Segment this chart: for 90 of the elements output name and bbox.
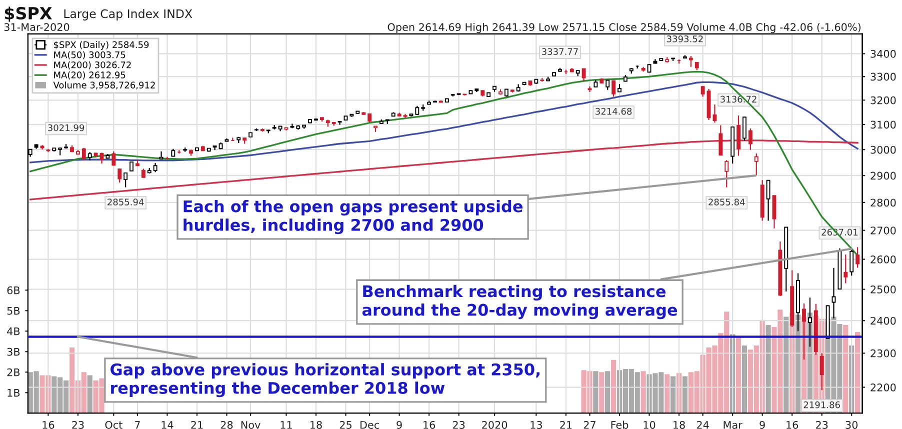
candlestick — [688, 55, 693, 68]
x-tick-label: 16 — [424, 420, 436, 429]
candlestick — [772, 195, 776, 229]
x-tick-label: 16 — [42, 420, 54, 429]
x-tick-label: 21 — [560, 420, 572, 429]
candlestick — [112, 150, 116, 166]
y-tick-label: 2600 — [870, 255, 896, 264]
y2-tick-label: 6B — [7, 286, 20, 294]
x-tick-label: 24 — [696, 420, 709, 429]
y-tick-label: 2700 — [870, 226, 896, 234]
x-tick-label: 27 — [584, 420, 596, 429]
x-tick-label: 25 — [340, 420, 352, 429]
candlestick — [153, 162, 158, 173]
candlestick — [124, 172, 128, 188]
annotation: 3021.99 — [48, 124, 84, 132]
x-tick-label: Oct — [105, 420, 122, 429]
y-tick-label: 2200 — [870, 383, 896, 392]
y-tick-label: 3200 — [870, 96, 896, 104]
text: 31-Mar-2020 — [4, 23, 70, 32]
chart-title: $SPX — [4, 6, 52, 22]
y2-tick-label: 3B — [7, 348, 20, 356]
candlestick — [766, 180, 770, 222]
y2-tick-label: 2B — [7, 368, 20, 376]
legend-label: Volume 3,958,726,912 — [53, 81, 155, 90]
x-tick-label: 28 — [220, 420, 233, 429]
x-tick-label: 21 — [191, 420, 203, 429]
x-tick-label: 9 — [760, 420, 765, 429]
x-tick-label: 13 — [530, 420, 542, 429]
x-tick-label: Mar — [724, 421, 742, 429]
candlestick — [700, 86, 705, 98]
candlestick — [130, 161, 134, 172]
legend-label: MA(50) 3003.75 — [54, 51, 126, 60]
annotation: 3393.52 — [666, 35, 703, 42]
candlestick — [100, 152, 104, 164]
candlestick — [844, 254, 848, 284]
x-tick-label: 2020 — [482, 420, 508, 429]
candlestick — [612, 80, 616, 98]
candlestick — [712, 104, 717, 124]
y-tick-label: 3400 — [870, 50, 896, 58]
x-tick-label: 9 — [396, 420, 402, 429]
candlestick — [736, 114, 740, 156]
y2-tick-label: 5B — [7, 306, 20, 315]
legend-label: $SPX (Daily) 2584.59 — [54, 41, 149, 50]
annotation: Benchmark reacting to resistance around the 20-day moving average — [362, 284, 678, 320]
x-tick-label: 23 — [452, 420, 465, 429]
candlestick — [159, 150, 164, 160]
x-tick-label: 23 — [72, 420, 84, 429]
candlestick — [856, 246, 860, 268]
candlestick — [82, 147, 86, 162]
y-tick-label: 3300 — [870, 72, 896, 81]
y-tick-label: 2400 — [870, 316, 896, 325]
text: Open 2614.69 High 2641.39 Low 2571.15 Close 2584.59 Volume 4.0B Chg -42.06 (-1.60%) — [388, 22, 861, 34]
candlestick — [582, 68, 586, 82]
candlestick — [748, 128, 752, 150]
y-tick-label: 2300 — [870, 349, 896, 358]
x-tick-label: 18 — [310, 420, 322, 429]
x-tick-label: Nov — [241, 421, 260, 429]
annotation: Each of the open gaps present upside hurdles, including 2700 and 2900 — [184, 200, 522, 234]
x-tick-label: Feb — [611, 420, 628, 429]
y-tick-label: 3000 — [870, 146, 896, 154]
x-tick-label: Dec — [360, 421, 379, 429]
annotation: 3337.77 — [542, 48, 578, 55]
annotation: 2855.94 — [108, 198, 144, 206]
legend-label: MA(200) 3026.72 — [54, 61, 131, 70]
candlestick — [742, 116, 746, 142]
y2-tick-label: 1B — [8, 388, 20, 397]
annotation: 2855.84 — [708, 198, 745, 206]
y-tick-label: 2900 — [870, 172, 896, 180]
candlestick — [718, 124, 723, 156]
annotation: 2191.86 — [804, 401, 840, 408]
candlestick — [724, 160, 729, 188]
y-tick-label: 3100 — [870, 120, 896, 129]
x-tick-label: 23 — [816, 420, 828, 429]
candlestick — [754, 152, 758, 176]
annotation: Gap above previous horizontal support at 2350, representing the December 2018 low — [110, 363, 540, 398]
y-tick-label: 2800 — [870, 198, 896, 207]
chart-subtitle: Large Cap Index INDX — [64, 9, 192, 20]
x-tick-label: 14 — [162, 421, 174, 429]
x-tick-label: 10 — [644, 420, 656, 429]
x-tick-label: 7 — [135, 421, 140, 429]
x-tick-label: 30 — [846, 420, 858, 429]
x-tick-label: 16 — [786, 420, 798, 429]
y-tick-label: 2500 — [870, 286, 896, 294]
annotation: 3214.68 — [596, 108, 632, 115]
x-tick-label: 18 — [674, 420, 685, 429]
legend-label: MA(20) 2612.95 — [54, 71, 126, 80]
x-tick-label: 11 — [280, 421, 292, 429]
y2-tick-label: 4B — [7, 327, 20, 336]
candlestick — [850, 250, 854, 276]
candlestick — [118, 168, 122, 184]
